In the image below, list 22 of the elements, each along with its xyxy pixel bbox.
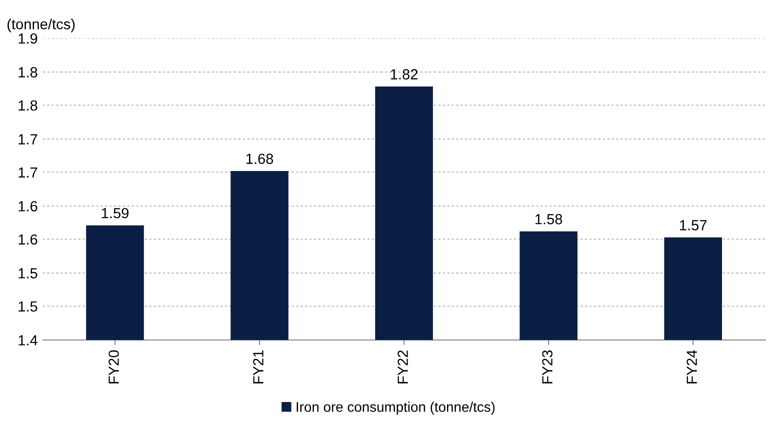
y-tick-label: 1.8: [18, 100, 38, 111]
data-label: 1.82: [390, 69, 418, 80]
x-tick-label: FY22: [398, 350, 408, 384]
data-label: 1.59: [102, 208, 128, 218]
y-tick-label: 1.8: [18, 67, 38, 78]
y-tick-label: 1.6: [18, 201, 38, 212]
y-tick-label: 1.5: [18, 301, 38, 312]
data-label: 1.58: [535, 214, 562, 224]
x-tick-label: FY24: [686, 350, 697, 384]
legend-label: Iron ore consumption (tonne/tcs): [296, 402, 495, 415]
y-axis-title: (tonne/tcs): [8, 18, 75, 32]
y-tick-label: 1.7: [18, 167, 38, 178]
y-tick-label: 1.7: [18, 134, 38, 144]
data-label: 1.68: [246, 154, 274, 164]
x-tick-label: FY20: [108, 350, 119, 384]
data-label: 1.57: [680, 220, 707, 230]
y-tick-label: 1.6: [18, 234, 38, 245]
x-tick-label: FY21: [253, 350, 264, 384]
y-tick-label: 1.5: [18, 268, 38, 278]
x-tick-label: FY23: [542, 350, 552, 384]
y-tick-label: 1.4: [18, 335, 38, 346]
y-tick-label: 1.9: [18, 33, 38, 44]
